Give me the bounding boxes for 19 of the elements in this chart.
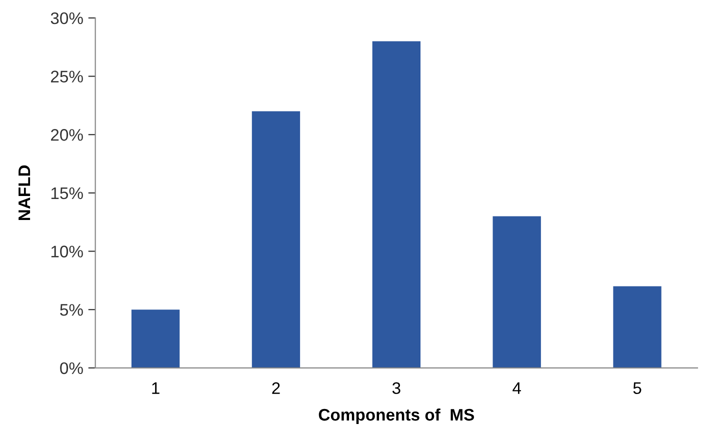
y-axis-title: NAFLD [18,165,30,220]
bar [131,310,180,368]
x-tick-label: 3 [392,382,400,394]
y-tick-label: 30% [50,12,83,24]
y-tick-label: 10% [51,246,83,258]
y-tick-label: 15% [51,187,83,200]
y-tick-label: 20% [51,129,83,141]
x-tick-label: 5 [633,382,642,394]
y-tick-label: 5% [60,304,83,316]
x-tick-label: 2 [272,382,280,394]
bar [252,111,300,368]
bar [492,216,541,368]
y-tick-label: 0% [60,362,83,374]
x-axis-title: Components of MS [318,408,474,424]
bar [372,41,420,368]
y-tick-label: 25% [51,70,83,82]
bar [613,286,662,368]
x-tick-label: 4 [512,382,521,394]
x-tick-label: 1 [152,382,160,394]
